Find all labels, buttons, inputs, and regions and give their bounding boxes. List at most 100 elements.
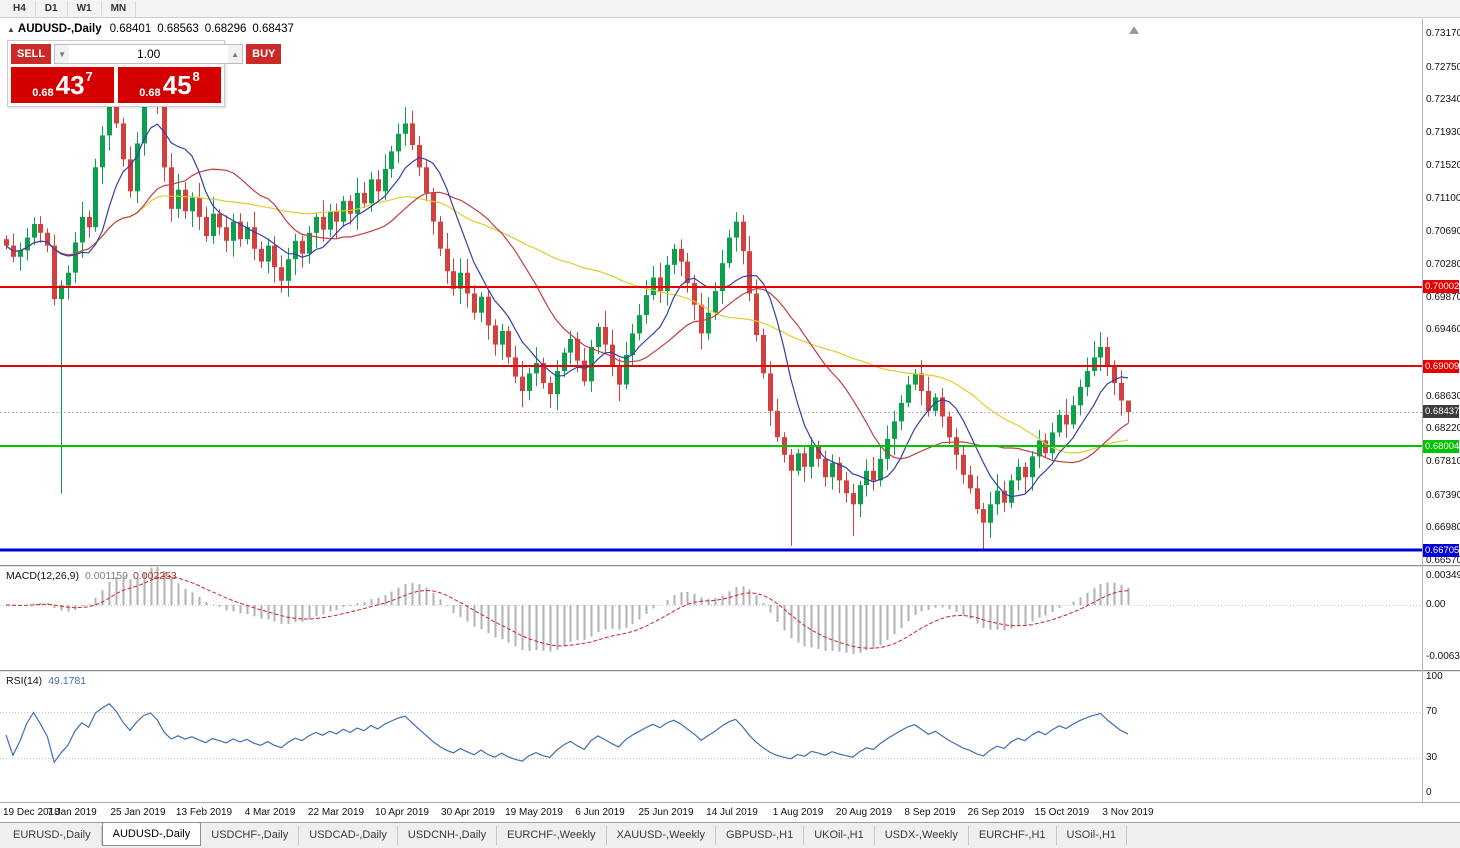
macd-signal-line bbox=[5, 575, 1129, 649]
chart-tab-eurusd-daily[interactable]: EURUSD-,Daily bbox=[3, 826, 102, 845]
chart-shift-marker-icon[interactable] bbox=[1129, 26, 1139, 34]
date-axis-label: 19 Dec 2018 bbox=[3, 807, 60, 818]
macd-signal-value: 0.002253 bbox=[132, 570, 177, 582]
axis-tick-label: -0.00637 bbox=[1426, 651, 1460, 663]
ma-medium-line bbox=[5, 168, 1129, 464]
macd-axis[interactable]: 0.00349 0.00 -0.00637 bbox=[1423, 567, 1460, 670]
chart-tab-xauusd-weekly[interactable]: XAUUSD-,Weekly bbox=[607, 826, 716, 845]
axis-tick-label: 70 bbox=[1426, 705, 1438, 717]
price-pane-canvas[interactable] bbox=[0, 19, 1423, 565]
chart-tab-usdx-weekly[interactable]: USDX-,Weekly bbox=[875, 826, 969, 845]
ohlc-close: 0.68437 bbox=[252, 23, 294, 35]
date-axis-label: 13 Feb 2019 bbox=[175, 807, 233, 818]
buy-price-pipette: 8 bbox=[192, 69, 200, 84]
axis-tick-label: 0.67390 bbox=[1426, 489, 1460, 501]
axis-tick-label: 0.72340 bbox=[1426, 94, 1460, 106]
price-level-badge: 0.69009 bbox=[1423, 359, 1460, 373]
price-level-badge: 0.68004 bbox=[1423, 439, 1460, 453]
timeframe-toolbar: H4 D1 W1 MN bbox=[0, 0, 1460, 18]
date-axis-label: 25 Jun 2019 bbox=[638, 807, 694, 818]
date-axis-label: 1 Aug 2019 bbox=[772, 807, 824, 818]
date-axis-label: 26 Sep 2019 bbox=[967, 807, 1025, 818]
axis-tick-label: 0.69870 bbox=[1426, 291, 1460, 303]
chart-tab-usoil-h1[interactable]: USOil-,H1 bbox=[1057, 826, 1128, 845]
date-axis-label: 30 Apr 2019 bbox=[441, 807, 495, 818]
axis-tick-label: 0 bbox=[1426, 787, 1432, 798]
chart-tab-usdchf-daily[interactable]: USDCHF-,Daily bbox=[201, 826, 300, 845]
axis-tick-label: 0.69460 bbox=[1426, 324, 1460, 336]
chart-tab-eurchf-weekly[interactable]: EURCHF-,Weekly bbox=[497, 826, 607, 845]
chart-tab-bar: EURUSD-,Daily AUDUSD-,Daily USDCHF-,Daily U… bbox=[0, 822, 1460, 848]
chart-tab-usdcad-daily[interactable]: USDCAD-,Daily bbox=[299, 826, 398, 845]
axis-tick-label: 0.67810 bbox=[1426, 455, 1460, 467]
axis-tick-label: 0.72750 bbox=[1426, 61, 1460, 73]
chart-symbol-label: AUDUSD-,Daily bbox=[17, 23, 102, 35]
price-level-badge: 0.70002 bbox=[1423, 280, 1460, 294]
axis-tick-label: 100 bbox=[1426, 671, 1443, 682]
macd-name: MACD(12,26,9) bbox=[6, 570, 79, 582]
chart-title-marker-icon: ▲ bbox=[7, 25, 15, 34]
date-axis-label: 6 Jun 2019 bbox=[575, 807, 625, 818]
timeframe-button-mn[interactable]: MN bbox=[102, 0, 137, 17]
buy-price-prefix: 0.68 bbox=[139, 87, 161, 99]
date-axis-label: 10 Apr 2019 bbox=[375, 807, 429, 818]
ma-slow-line bbox=[5, 195, 1129, 454]
buy-price-big: 45 bbox=[162, 70, 192, 100]
date-axis-label: 3 Nov 2019 bbox=[1102, 807, 1154, 818]
sell-button[interactable]: SELL bbox=[11, 44, 52, 64]
date-axis-label: 15 Oct 2019 bbox=[1034, 807, 1090, 818]
timeframe-button-h4[interactable]: H4 bbox=[4, 0, 36, 17]
axis-tick-label: 0.70280 bbox=[1426, 258, 1460, 270]
axis-divider bbox=[1422, 19, 1423, 822]
sell-price-button[interactable]: 0.68 43 7 bbox=[11, 67, 114, 103]
pane-separator[interactable] bbox=[0, 565, 1460, 567]
axis-tick-label: 0.00349 bbox=[1426, 570, 1460, 582]
chart-title: ▲ AUDUSD-,Daily 0.68401 0.68563 0.68296 0.684… bbox=[7, 23, 300, 35]
sell-price-pipette: 7 bbox=[85, 69, 93, 84]
rsi-pane-canvas[interactable] bbox=[0, 672, 1423, 802]
date-axis-label: 14 Jul 2019 bbox=[706, 807, 758, 818]
date-axis[interactable]: 19 Dec 2018 7 Jan 2019 25 Jan 2019 13 Feb 2… bbox=[0, 802, 1460, 822]
rsi-axis[interactable]: 100 70 30 0 bbox=[1423, 672, 1460, 802]
date-axis-label: 25 Jan 2019 bbox=[110, 807, 166, 818]
current-price-badge: 0.68437 bbox=[1423, 405, 1460, 419]
date-axis-label: 7 Jan 2019 bbox=[47, 807, 97, 818]
timeframe-button-d1[interactable]: D1 bbox=[36, 0, 68, 17]
macd-value: 0.001159 bbox=[84, 570, 128, 582]
chart-tab-ukoil-h1[interactable]: UKOil-,H1 bbox=[804, 826, 875, 845]
chart-tab-gbpusd-h1[interactable]: GBPUSD-,H1 bbox=[716, 826, 805, 845]
price-axis[interactable]: 0.73170 0.72750 0.72340 0.71930 0.71520 0.711… bbox=[1423, 19, 1460, 566]
timeframe-button-w1[interactable]: W1 bbox=[68, 0, 102, 17]
buy-price-button[interactable]: 0.68 45 8 bbox=[118, 67, 221, 103]
axis-tick-label: 0.68630 bbox=[1426, 390, 1460, 402]
volume-control: ▼ ▲ bbox=[54, 44, 244, 64]
axis-tick-label: 0.68220 bbox=[1426, 423, 1460, 435]
timeframe-button-group: H4 D1 W1 MN bbox=[4, 0, 137, 17]
date-axis-label: 20 Aug 2019 bbox=[835, 807, 893, 818]
macd-indicator-label: MACD(12,26,9) 0.001159 0.002253 bbox=[6, 570, 177, 582]
axis-tick-label: 0.73170 bbox=[1426, 28, 1460, 39]
sell-price-big: 43 bbox=[55, 70, 85, 100]
axis-tick-label: 0.00 bbox=[1426, 599, 1446, 610]
chart-tab-eurchf-h1[interactable]: EURCHF-,H1 bbox=[969, 826, 1057, 845]
volume-input[interactable] bbox=[69, 45, 229, 63]
rsi-indicator-label: RSI(14) 49.1781 bbox=[6, 675, 86, 687]
price-level-badge: 0.66705 bbox=[1423, 543, 1460, 557]
axis-tick-label: 0.66980 bbox=[1426, 522, 1460, 534]
rsi-value: 49.1781 bbox=[48, 675, 87, 687]
axis-tick-label: 0.71520 bbox=[1426, 159, 1460, 171]
buy-button[interactable]: BUY bbox=[246, 44, 282, 64]
volume-increase-button[interactable]: ▲ bbox=[228, 45, 243, 63]
date-axis-label: 8 Sep 2019 bbox=[904, 807, 956, 818]
date-axis-label: 4 Mar 2019 bbox=[244, 807, 296, 818]
axis-tick-label: 30 bbox=[1426, 752, 1438, 764]
axis-tick-label: 0.70690 bbox=[1426, 226, 1460, 238]
pane-separator[interactable] bbox=[0, 670, 1460, 672]
macd-pane-canvas[interactable] bbox=[0, 567, 1423, 670]
axis-tick-label: 0.66570 bbox=[1426, 555, 1460, 566]
chart-tab-usdcnh-daily[interactable]: USDCNH-,Daily bbox=[398, 826, 498, 845]
volume-decrease-button[interactable]: ▼ bbox=[55, 45, 70, 63]
chart-tab-audusd-daily[interactable]: AUDUSD-,Daily bbox=[101, 822, 202, 846]
axis-tick-label: 0.71100 bbox=[1426, 193, 1460, 205]
